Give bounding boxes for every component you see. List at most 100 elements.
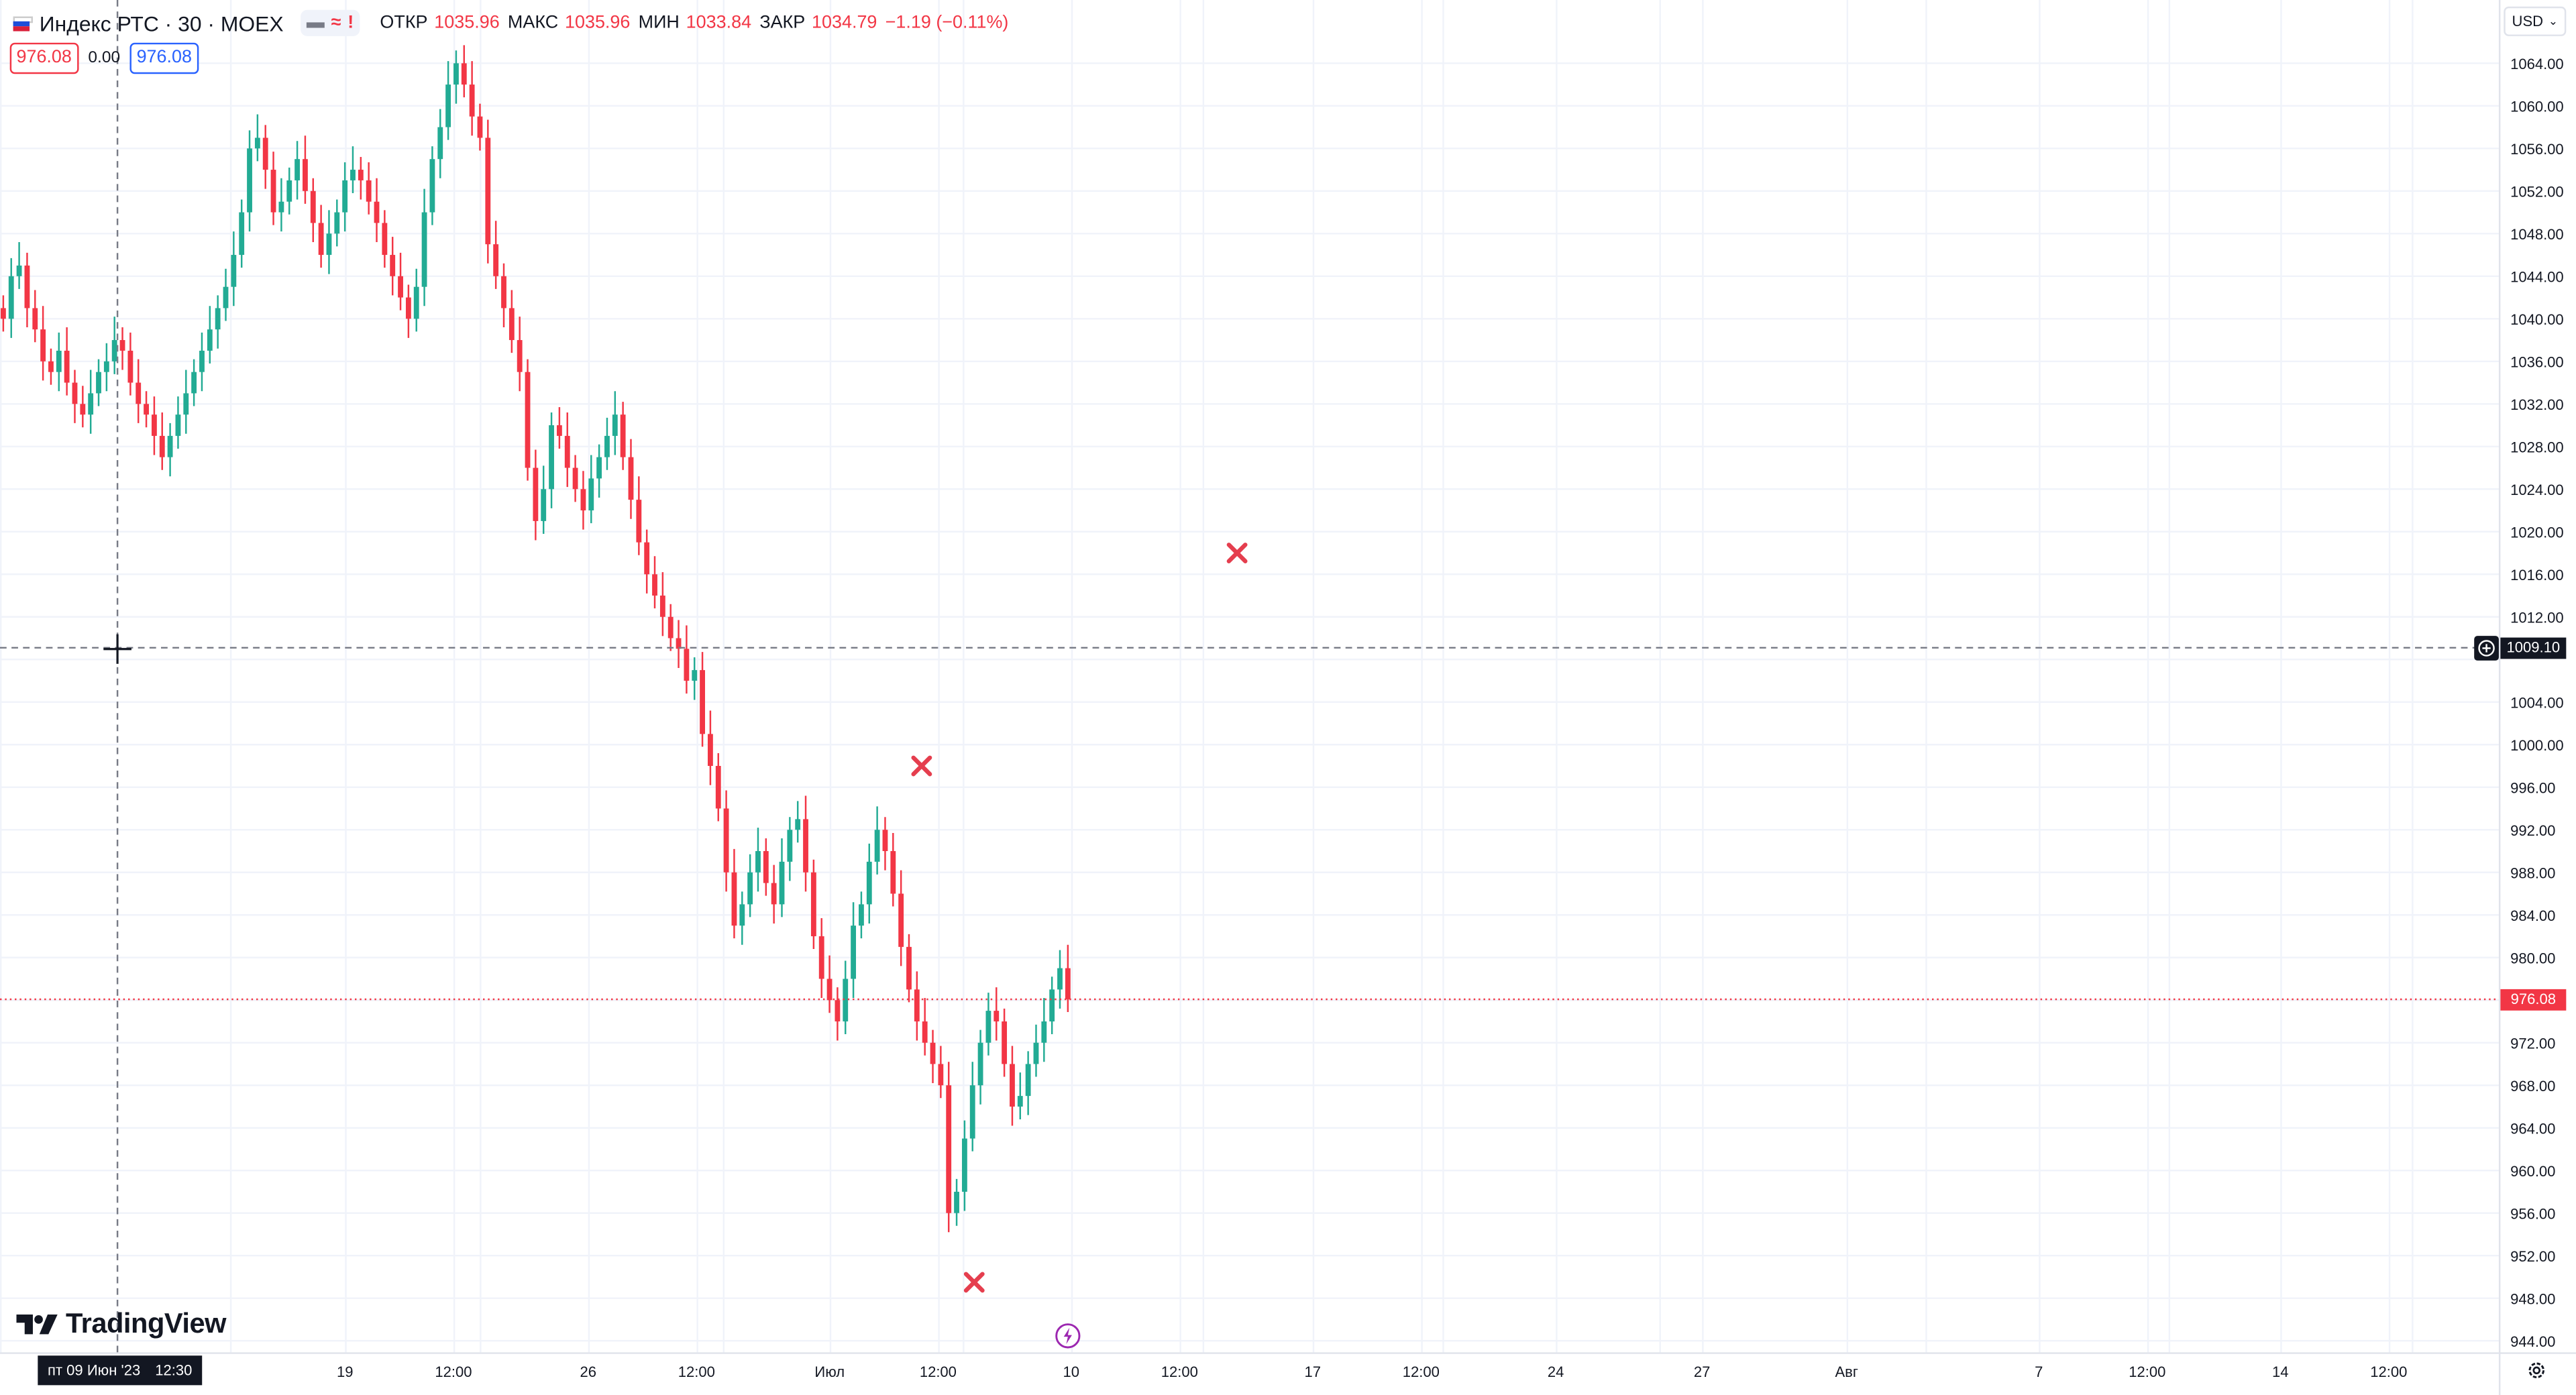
time-tick-label: Авг <box>1835 1363 1858 1380</box>
crosshair-price-label: 1009.10 <box>2500 636 2567 659</box>
candle-body <box>191 372 197 394</box>
open-label: ОТКР <box>380 13 428 33</box>
price-tick-label: 1048.00 <box>2510 226 2564 243</box>
candle-body <box>707 734 713 767</box>
symbol-title[interactable]: Индекс РТС · 30 · MOEX <box>39 10 284 36</box>
price-tick-label: 1012.00 <box>2510 609 2564 626</box>
candle-body <box>985 1011 991 1043</box>
price-tick-label: 980.00 <box>2510 950 2555 966</box>
price-tick-label: 948.00 <box>2510 1290 2555 1307</box>
candle-body <box>620 414 626 457</box>
candle-body <box>32 308 38 330</box>
candle-body <box>374 201 380 223</box>
candle-body <box>930 1042 936 1064</box>
x-marker-mid <box>911 755 932 777</box>
spread-value: 0.00 <box>88 49 121 68</box>
candle-body <box>866 861 872 905</box>
time-tick-label: 12:00 <box>435 1363 472 1380</box>
open-value: 1035.96 <box>434 13 500 33</box>
candle-body <box>350 170 356 180</box>
candle-body <box>1065 968 1071 999</box>
replay-lightning-icon[interactable] <box>1055 1323 1081 1349</box>
candle-body <box>127 350 133 383</box>
add-alert-plus-icon[interactable] <box>2474 635 2499 661</box>
candle-body <box>262 137 268 170</box>
price-tick-label: 1044.00 <box>2510 268 2564 285</box>
price-tick-label: 996.00 <box>2510 779 2555 796</box>
chevron-down-icon: ⌄ <box>2548 16 2559 28</box>
time-tick-label: 10 <box>1063 1363 1079 1380</box>
price-tick-label: 1004.00 <box>2510 694 2564 711</box>
tradingview-logo[interactable]: TradingView <box>16 1308 227 1341</box>
candle-body <box>835 1000 841 1021</box>
candle-body <box>310 190 316 223</box>
candle-body <box>851 926 857 979</box>
candle-body <box>612 414 618 436</box>
candle-body <box>239 212 245 256</box>
price-tick-label: 1024.00 <box>2510 482 2564 498</box>
candle-body <box>294 159 301 180</box>
warning-icon: ! <box>347 13 354 33</box>
price-tick-label: 988.00 <box>2510 864 2555 881</box>
time-tick-label: 26 <box>580 1363 596 1380</box>
currency-selector[interactable]: USD ⌄ <box>2504 6 2567 36</box>
candle-body <box>445 85 451 127</box>
candle-body <box>954 1191 959 1213</box>
price-tick-label: 1040.00 <box>2510 311 2564 328</box>
status-pill[interactable]: ▬ ≈ ! <box>300 9 361 36</box>
candle-body <box>969 1085 975 1139</box>
candle-body <box>508 308 515 341</box>
price-tick-label: 972.00 <box>2510 1035 2555 1052</box>
time-tick-label: 27 <box>1694 1363 1711 1380</box>
price-axis: 1064.00 1060.00 1056.00 1052.00 1048.00 1044.… <box>2510 56 2564 1350</box>
candle-body <box>207 329 213 351</box>
candle-body <box>469 85 475 117</box>
candle-body <box>572 467 578 490</box>
candle-body <box>541 489 547 521</box>
candle-body <box>247 148 252 213</box>
candle-body <box>326 233 332 256</box>
candle-body <box>151 414 157 436</box>
candle-body <box>199 350 205 372</box>
price-tick-label: 952.00 <box>2510 1248 2555 1265</box>
candle-body <box>88 393 94 415</box>
candle-body <box>517 340 523 372</box>
candle-body <box>111 340 117 361</box>
high-value: 1035.96 <box>564 13 631 33</box>
candle-body <box>549 425 554 490</box>
candle-body <box>231 255 237 287</box>
candle-body <box>1057 968 1063 990</box>
candle-body <box>1033 1042 1039 1064</box>
candle-body <box>405 297 411 319</box>
candle-body <box>429 159 435 213</box>
candle-body <box>413 286 419 319</box>
candle-body <box>144 404 149 415</box>
candle-body <box>874 830 880 862</box>
candle-body <box>103 361 109 372</box>
candle-body <box>818 936 824 979</box>
candle-body <box>604 435 610 457</box>
candle-body <box>159 435 165 457</box>
candle-body <box>183 393 189 415</box>
buy-button[interactable]: 976.08 <box>129 42 199 74</box>
price-tick-label: 1032.00 <box>2510 396 2564 413</box>
gear-icon[interactable] <box>2525 1359 2548 1382</box>
sell-button[interactable]: 976.08 <box>9 42 78 74</box>
candle-body <box>739 904 745 926</box>
low-label: МИН <box>638 13 680 33</box>
candle-body <box>890 850 896 894</box>
candle-body <box>16 265 22 276</box>
candle-body <box>24 265 30 309</box>
price-tick-label: 968.00 <box>2510 1078 2555 1095</box>
candle-body <box>1010 1064 1015 1107</box>
candle-body <box>342 180 348 213</box>
candle-body <box>787 830 793 862</box>
candle-body <box>588 478 594 511</box>
price-tick-label: 1020.00 <box>2510 524 2564 541</box>
candle-body <box>723 808 729 873</box>
candle-body <box>1041 1021 1047 1043</box>
price-tick-label: 1036.00 <box>2510 353 2564 370</box>
candle-body <box>334 212 340 234</box>
